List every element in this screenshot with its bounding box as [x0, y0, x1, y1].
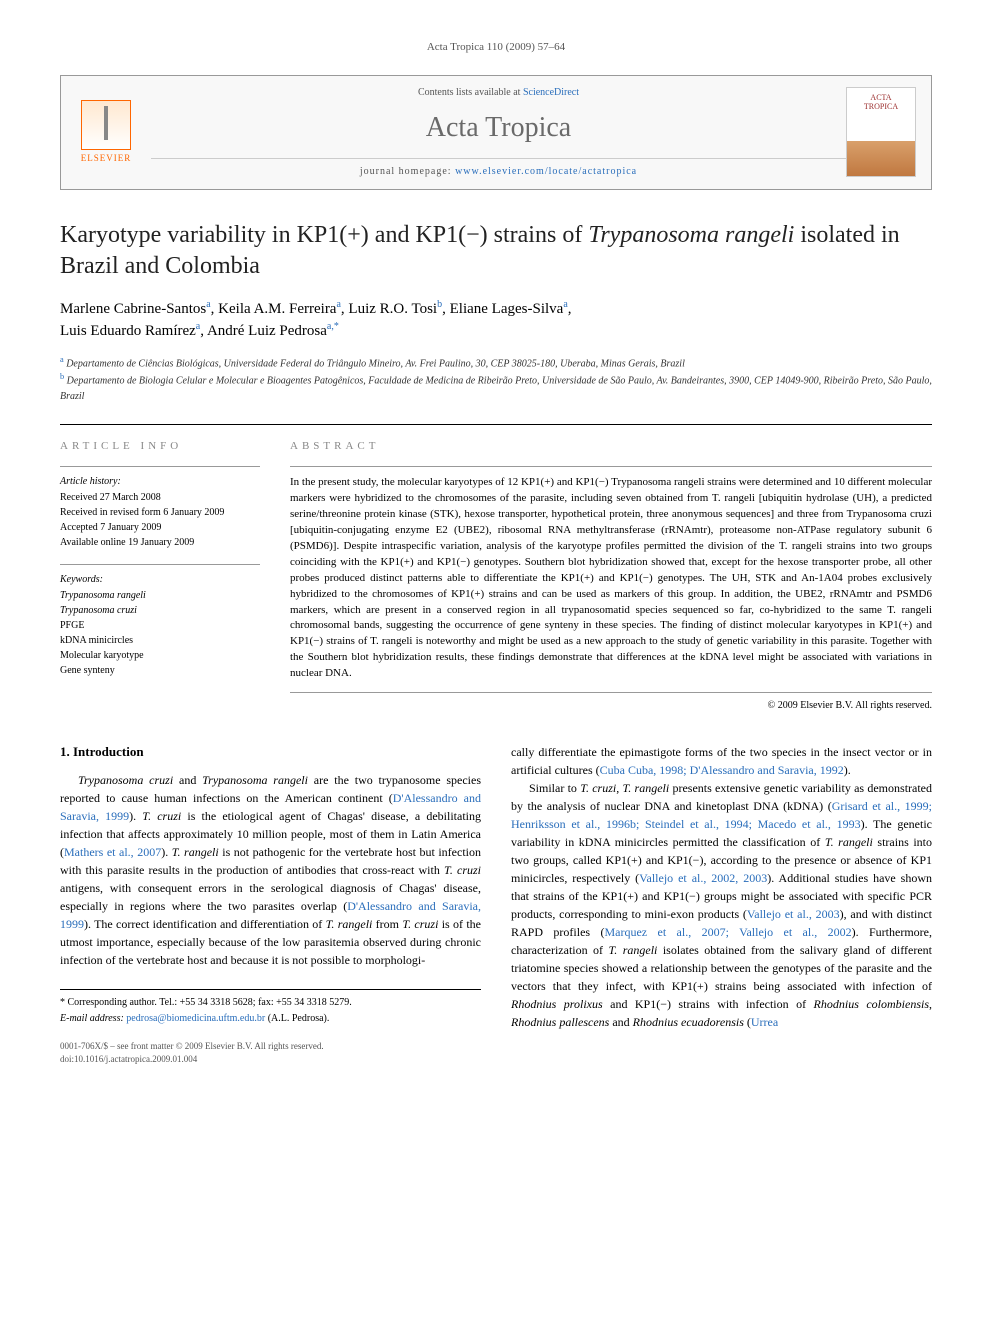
homepage-url[interactable]: www.elsevier.com/locate/actatropica: [455, 166, 637, 177]
author: Eliane Lages-Silvaa: [450, 301, 568, 317]
author: Keila A.M. Ferreiraa: [218, 301, 341, 317]
citation-link[interactable]: Marquez et al., 2007; Vallejo et al., 20…: [604, 925, 851, 939]
contents-prefix: Contents lists available at: [418, 87, 523, 98]
keyword: Trypanosoma rangeli: [60, 589, 260, 603]
abstract-heading: ABSTRACT: [290, 439, 932, 454]
email-line: E-mail address: pedrosa@biomedicina.uftm…: [60, 1012, 481, 1026]
keyword: Trypanosoma cruzi: [60, 604, 260, 618]
homepage-line: journal homepage: www.elsevier.com/locat…: [151, 158, 846, 179]
journal-masthead: ELSEVIER Contents lists available at Sci…: [60, 75, 932, 189]
cover-title-2: TROPICA: [864, 103, 898, 112]
corresponding-line: * Corresponding author. Tel.: +55 34 331…: [60, 996, 481, 1010]
body-paragraph: Similar to T. cruzi, T. rangeli presents…: [511, 779, 932, 1031]
history-line: Available online 19 January 2009: [60, 536, 260, 550]
front-matter-line: 0001-706X/$ – see front matter © 2009 El…: [60, 1040, 481, 1053]
citation-link[interactable]: Grisard et al., 1999; Henriksson et al.,…: [511, 799, 932, 831]
citation-link[interactable]: Urrea: [751, 1015, 778, 1029]
journal-cover-thumb: ACTA TROPICA: [846, 87, 916, 177]
history-line: Accepted 7 January 2009: [60, 521, 260, 535]
doi-line: doi:10.1016/j.actatropica.2009.01.004: [60, 1053, 481, 1066]
homepage-prefix: journal homepage:: [360, 166, 455, 177]
keyword: Molecular karyotype: [60, 649, 260, 663]
body-paragraph: cally differentiate the epimastigote for…: [511, 743, 932, 779]
affiliations: a Departamento de Ciências Biológicas, U…: [60, 354, 932, 404]
keyword: kDNA minicircles: [60, 634, 260, 648]
abstract-column: ABSTRACT In the present study, the molec…: [290, 439, 932, 714]
body-col-left: 1. Introduction Trypanosoma cruzi and Tr…: [60, 743, 481, 1065]
body-columns: 1. Introduction Trypanosoma cruzi and Tr…: [60, 743, 932, 1065]
author: Marlene Cabrine-Santosa: [60, 301, 211, 317]
masthead-center: Contents lists available at ScienceDirec…: [151, 86, 846, 178]
contents-line: Contents lists available at ScienceDirec…: [151, 86, 846, 100]
author: Luis Eduardo Ramíreza: [60, 323, 200, 339]
author: André Luiz Pedrosaa,*: [207, 323, 339, 339]
abstract-copyright: © 2009 Elsevier B.V. All rights reserved…: [290, 692, 932, 713]
affiliation: b Departamento de Biologia Celular e Mol…: [60, 371, 932, 403]
elsevier-tree-icon: [81, 100, 131, 150]
section-heading: 1. Introduction: [60, 743, 481, 761]
citation-link[interactable]: Mathers et al., 2007: [64, 845, 161, 859]
keywords-label: Keywords:: [60, 573, 260, 587]
doi-block: 0001-706X/$ – see front matter © 2009 El…: [60, 1040, 481, 1065]
history-line: Received 27 March 2008: [60, 491, 260, 505]
running-header: Acta Tropica 110 (2009) 57–64: [60, 40, 932, 55]
citation-link[interactable]: Vallejo et al., 2003: [747, 907, 840, 921]
article-info: ARTICLE INFO Article history: Received 2…: [60, 439, 260, 714]
keywords-block: Keywords: Trypanosoma rangeli Trypanosom…: [60, 564, 260, 678]
keyword: Gene synteny: [60, 664, 260, 678]
article-info-heading: ARTICLE INFO: [60, 439, 260, 454]
keyword: PFGE: [60, 619, 260, 633]
affiliation: a Departamento de Ciências Biológicas, U…: [60, 354, 932, 371]
body-paragraph: Trypanosoma cruzi and Trypanosoma rangel…: [60, 771, 481, 969]
masthead-left: ELSEVIER: [76, 97, 151, 167]
author-list: Marlene Cabrine-Santosa, Keila A.M. Ferr…: [60, 298, 932, 342]
elsevier-text: ELSEVIER: [81, 152, 132, 165]
journal-name: Acta Tropica: [151, 108, 846, 147]
abstract-text: In the present study, the molecular kary…: [290, 466, 932, 682]
history-label: Article history:: [60, 475, 260, 489]
sciencedirect-link[interactable]: ScienceDirect: [523, 87, 579, 98]
citation-link[interactable]: D'Alessandro and Saravia, 1999: [60, 791, 481, 823]
corresponding-footnote: * Corresponding author. Tel.: +55 34 331…: [60, 989, 481, 1026]
author: Luiz R.O. Tosib: [348, 301, 442, 317]
citation-link[interactable]: Cuba Cuba, 1998; D'Alessandro and Saravi…: [600, 763, 844, 777]
article-history: Article history: Received 27 March 2008 …: [60, 466, 260, 550]
email-link[interactable]: pedrosa@biomedicina.uftm.edu.br: [126, 1013, 265, 1024]
article-title: Karyotype variability in KP1(+) and KP1(…: [60, 220, 932, 282]
citation-link[interactable]: Vallejo et al., 2002, 2003: [639, 871, 767, 885]
history-line: Received in revised form 6 January 2009: [60, 506, 260, 520]
body-col-right: cally differentiate the epimastigote for…: [511, 743, 932, 1065]
info-abstract-row: ARTICLE INFO Article history: Received 2…: [60, 424, 932, 714]
elsevier-logo: ELSEVIER: [76, 97, 136, 167]
